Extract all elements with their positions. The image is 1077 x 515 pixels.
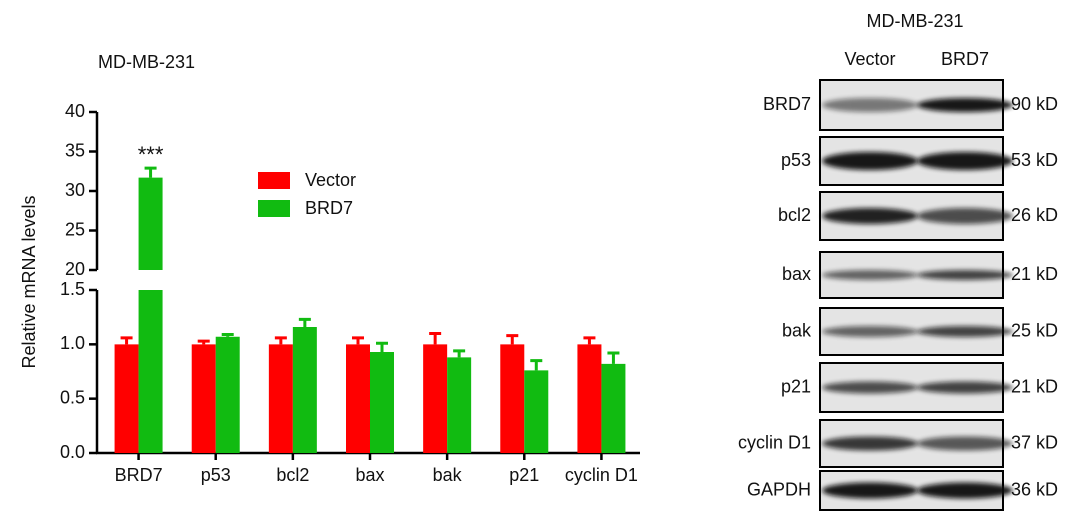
y-tick-label: 1.0 [60,333,85,353]
blot-size-label: 21 kD [1011,376,1058,396]
bar [447,357,471,453]
y-tick-label: 40 [65,101,85,121]
blot-band [917,437,1013,451]
blot-row-label: GAPDH [747,479,811,499]
error-bar [429,333,441,344]
legend-swatch [258,172,290,189]
blot-band [917,152,1013,170]
error-bar [145,168,157,177]
bar [601,364,625,453]
x-tick-label: p21 [509,465,539,485]
y-tick-label: 20 [65,259,85,279]
lane-label: Vector [844,49,895,69]
error-bar [198,341,210,344]
x-tick-label: bak [433,465,463,485]
error-bar [506,336,518,345]
chart-title: MD-MB-231 [98,52,195,72]
blot-title: MD-MB-231 [866,11,963,31]
bar [500,344,524,453]
blot-size-label: 25 kD [1011,320,1058,340]
y-tick-label: 0.5 [60,387,85,407]
bar [115,344,139,453]
bar [269,344,293,453]
blot-row-label: cyclin D1 [738,432,811,452]
blot-band [822,98,918,112]
blot-size-label: 37 kD [1011,432,1058,452]
bar [192,344,216,453]
blot-row-label: BRD7 [763,94,811,114]
blot-band [822,208,918,224]
blot-size-label: 26 kD [1011,205,1058,225]
blot-band [822,437,918,451]
blot-row-label: p53 [781,150,811,170]
bar [524,370,548,453]
figure: MD-MB-231 Relative mRNA levels MD-MB-231… [0,0,1077,515]
error-bar [453,351,465,358]
blot-band [917,483,1013,499]
blot-row-label: p21 [781,376,811,396]
x-tick-label: BRD7 [115,465,163,485]
error-bar [376,343,388,352]
x-tick-label: bax [355,465,384,485]
blot-band [917,270,1013,280]
blot-row-label: bax [782,264,811,284]
blot-size-label: 90 kD [1011,94,1058,114]
bar [293,327,317,453]
blot-band [822,483,918,499]
lane-label: BRD7 [941,49,989,69]
bar [577,344,601,453]
blot-band [917,382,1013,394]
error-bar [222,335,234,337]
legend-label: BRD7 [305,198,353,218]
y-tick-label: 30 [65,180,85,200]
legend-label: Vector [305,170,356,190]
y-axis-label: Relative mRNA levels [19,195,39,368]
blot-row-label: bcl2 [778,205,811,225]
blot-row-label: bak [782,320,812,340]
blot-size-label: 21 kD [1011,264,1058,284]
error-bar [530,361,542,371]
x-tick-label: p53 [201,465,231,485]
blot-band [822,270,918,280]
error-bar [352,338,364,345]
blot-size-label: 53 kD [1011,150,1058,170]
blot-band [917,208,1013,224]
error-bar [607,353,619,364]
bar [346,344,370,453]
y-tick-label: 35 [65,140,85,160]
bar [423,344,447,453]
y-tick-label: 0.0 [60,442,85,462]
error-bar [299,319,311,327]
blot-band [822,326,918,337]
error-bar [275,338,287,345]
x-tick-label: bcl2 [276,465,309,485]
bar [139,178,163,453]
error-bar [121,338,133,345]
blot-band [822,152,918,170]
blot-size-label: 36 kD [1011,479,1058,499]
y-tick-label: 1.5 [60,279,85,299]
blot-band [917,326,1013,337]
x-tick-label: cyclin D1 [565,465,638,485]
blot-band [822,382,918,394]
y-tick-label: 25 [65,219,85,239]
error-bar [583,338,595,345]
legend-swatch [258,200,290,217]
annotation: *** [138,142,164,167]
bar [370,352,394,453]
blot-band [917,98,1013,112]
bar [216,337,240,453]
